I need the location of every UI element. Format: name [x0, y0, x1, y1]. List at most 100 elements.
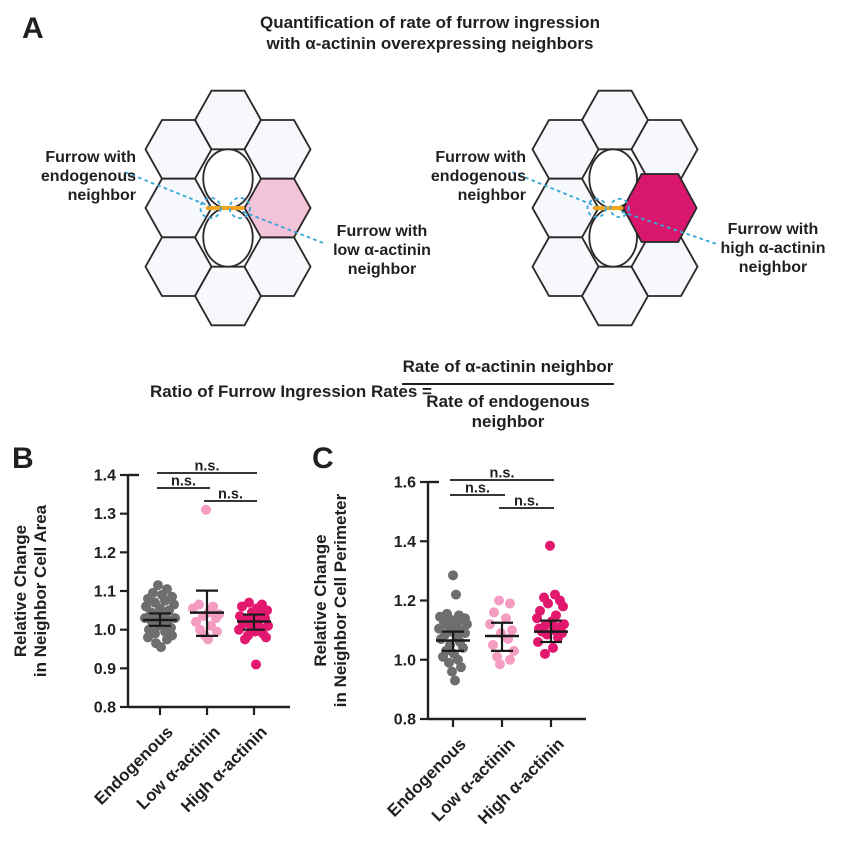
data-point: [505, 598, 515, 609]
y-tick-label: 1.4: [394, 534, 416, 551]
furrow-endogenous-marker: [199, 197, 222, 219]
chart-c-neighbor-cell-perimeter: Relative Change in Neighbor Cell Perimete…: [311, 466, 586, 828]
y-tick-label: 1.0: [394, 652, 416, 669]
data-point: [450, 675, 460, 686]
callout-line: [124, 171, 211, 208]
y-tick-label: 1.2: [94, 545, 116, 562]
data-point: [448, 570, 458, 581]
callout-line2: endogenous: [430, 168, 526, 186]
formula-denominator: Rate of endogenous neighbor: [426, 392, 590, 431]
callout-line1: Furrow with: [336, 223, 428, 240]
data-point: [444, 657, 454, 668]
significance-label: n.s.: [490, 466, 515, 482]
data-point: [501, 613, 511, 624]
significance-label: n.s.: [465, 481, 490, 497]
significance-label: n.s.: [218, 487, 243, 503]
data-point: [263, 620, 273, 631]
data-point: [489, 607, 499, 618]
x-category-label: High α-actinin: [474, 734, 568, 828]
data-point: [153, 580, 163, 591]
x-category-label: Low α-actinin: [133, 722, 224, 813]
data-point: [191, 616, 201, 627]
callout-line2: low α-actinin: [333, 242, 431, 260]
y-tick-label: 1.3: [94, 506, 116, 523]
furrow-actinin-marker: [609, 197, 630, 219]
data-point: [558, 601, 568, 612]
callout-line1: Furrow with: [435, 149, 526, 166]
data-point: [201, 504, 211, 515]
hexagon-cell: [144, 177, 213, 239]
data-point: [240, 634, 250, 645]
data-point: [447, 666, 457, 677]
dividing-cell-top: [202, 148, 254, 209]
figure-title-line2: with α-actinin overexpressing neighbors: [266, 33, 594, 53]
data-point: [509, 645, 519, 656]
data-point: [211, 613, 221, 624]
chart-b-neighbor-cell-area: Relative Change in Neighbor Cell Area 0.8 0…: [11, 459, 290, 816]
callout-line3: neighbor: [738, 259, 808, 277]
high-actinin-neighbor-cell: [622, 173, 698, 243]
y-axis-title: in Neighbor Cell Area: [31, 504, 50, 677]
y-tick-label: 0.8: [394, 712, 416, 729]
callout-line1: Furrow with: [45, 149, 136, 166]
right-cell-diagram: [511, 89, 717, 327]
formula-fraction: Rate of α-actinin neighbor Rate of endog…: [402, 357, 614, 432]
figure-title-line1: Quantification of rate of furrow ingress…: [259, 13, 601, 32]
callout-line: [242, 210, 326, 245]
panel-a-label: A: [22, 12, 44, 45]
hexagon-cell: [531, 177, 600, 239]
y-tick-label: 1.2: [394, 593, 416, 610]
data-point: [143, 632, 153, 643]
right-diagram-high-actinin-label: Furrow with high α-actinin neighbor: [714, 220, 832, 277]
data-point: [234, 624, 244, 635]
callout-line1: Furrow with: [727, 221, 819, 238]
y-tick-label: 1.6: [394, 475, 416, 492]
data-point: [261, 632, 271, 643]
panel-c-label: C: [312, 442, 334, 475]
data-point: [495, 659, 505, 670]
data-point: [540, 648, 550, 659]
data-point: [488, 639, 498, 650]
significance-label: n.s.: [195, 459, 220, 475]
callout-line: [511, 171, 597, 208]
callout-line2: endogenous: [40, 168, 136, 186]
data-point: [237, 601, 247, 612]
y-tick-label: 0.8: [94, 700, 116, 717]
data-point: [456, 662, 466, 673]
data-point: [436, 634, 446, 645]
left-diagram-low-actinin-label: Furrow with low α-actinin neighbor: [326, 222, 438, 279]
data-point: [553, 632, 563, 643]
data-point: [212, 626, 222, 637]
formula-lhs: Ratio of Furrow Ingression Rates =: [150, 382, 432, 401]
y-axis-title: Relative Change: [11, 525, 30, 657]
data-point: [494, 595, 504, 606]
x-category-label: High α-actinin: [177, 722, 271, 816]
y-tick-label: 0.9: [94, 661, 116, 678]
data-point: [543, 598, 553, 609]
data-point: [160, 595, 170, 606]
callout-line: [621, 210, 717, 245]
data-point: [156, 642, 166, 653]
y-tick-label: 1.0: [94, 622, 116, 639]
callout-line2: high α-actinin: [720, 240, 826, 258]
right-diagram-endogenous-label: Furrow with endogenous neighbor: [408, 148, 526, 205]
data-point: [251, 659, 261, 670]
left-diagram-endogenous-label: Furrow with endogenous neighbor: [18, 148, 136, 205]
figure-title: Quantification of rate of furrow ingress…: [180, 13, 680, 54]
y-tick-label: 1.1: [94, 584, 116, 601]
data-point: [548, 642, 558, 653]
significance-label: n.s.: [171, 474, 196, 490]
data-point: [188, 603, 198, 614]
furrow-endogenous-marker: [586, 197, 607, 219]
y-tick-label: 1.4: [94, 468, 116, 485]
data-point: [162, 634, 172, 645]
data-point: [507, 625, 517, 636]
data-point: [533, 636, 543, 647]
low-actinin-neighbor-cell: [243, 177, 312, 239]
furrow-actinin-marker: [228, 197, 251, 219]
significance-label: n.s.: [514, 494, 539, 510]
callout-line3: neighbor: [457, 187, 526, 205]
callout-line3: neighbor: [347, 261, 417, 279]
data-point: [532, 613, 542, 624]
